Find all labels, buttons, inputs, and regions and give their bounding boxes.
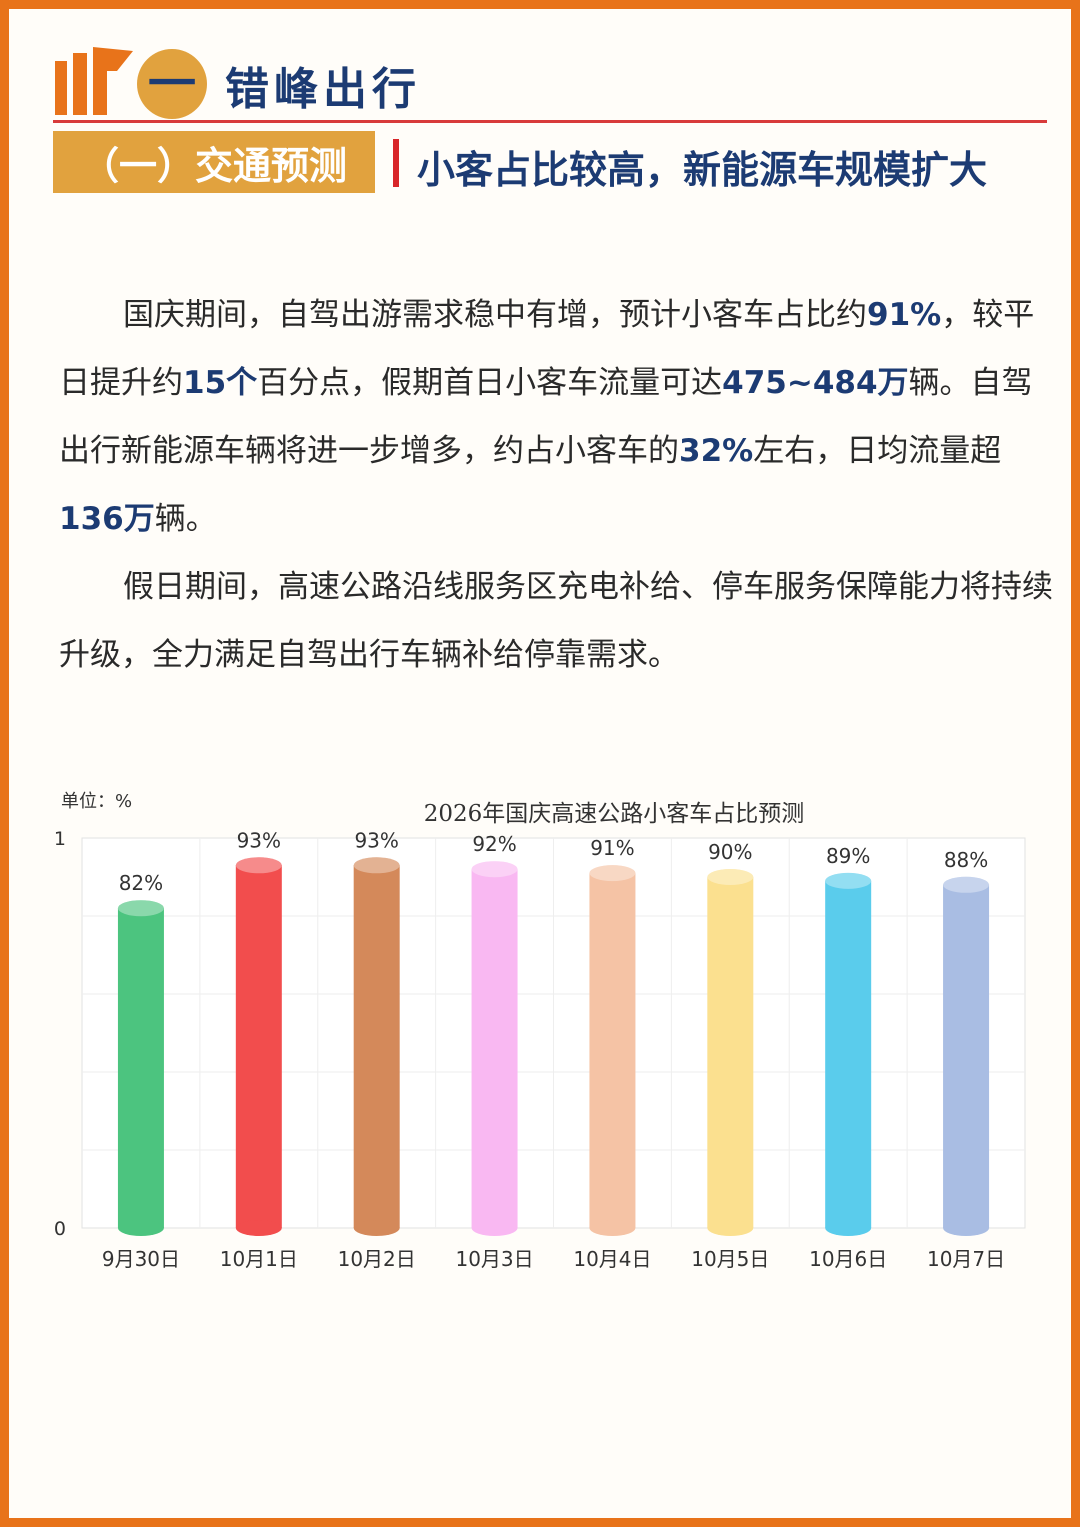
bar-cap [235, 857, 282, 874]
y-tick-label: 1 [54, 828, 66, 850]
highlight-ev-share: 32% [679, 433, 754, 469]
x-tick-label: 10月6日 [809, 1247, 887, 1271]
x-tick-label: 10月7日 [927, 1247, 1005, 1271]
text-run: 国庆期间，自驾出游需求稳中有增，预计小客车占比约 [123, 297, 867, 333]
section-number-badge: 一 [137, 49, 207, 119]
bar-cap [589, 865, 636, 882]
text-run: 辆。 [154, 501, 217, 537]
data-label: 82% [119, 871, 163, 895]
data-label: 93% [354, 828, 398, 852]
bar [943, 884, 990, 1228]
paragraph-2: 假日期间，高速公路沿线服务区充电补给、停车服务保障能力将持续升级，全力满足自驾出… [59, 553, 1059, 689]
bar-base [353, 1220, 400, 1236]
chart-title: 2026年国庆高速公路小客车占比预测 [423, 801, 805, 827]
x-tick-label: 10月1日 [220, 1247, 298, 1271]
paragraph-1: 国庆期间，自驾出游需求稳中有增，预计小客车占比约91%，较平日提升约15个百分点… [59, 281, 1059, 553]
data-label: 90% [708, 840, 752, 864]
bar [353, 865, 400, 1228]
text-run: 辆。自驾出行新能源车辆将进一步增多，约占小客车的 [59, 365, 1033, 469]
bar-cap-highlight [353, 857, 400, 874]
bar-base [471, 1220, 518, 1236]
bar [117, 908, 164, 1228]
data-label: 93% [237, 828, 281, 852]
x-tick-label: 10月3日 [455, 1247, 533, 1271]
bar-cap [353, 857, 400, 874]
bar-cap-highlight [943, 876, 990, 893]
bar [235, 865, 282, 1228]
bar [825, 880, 872, 1228]
data-label: 88% [944, 848, 988, 872]
text-run: ，较平日提升约 [59, 297, 1035, 401]
bar-cap-highlight [825, 872, 872, 889]
highlight-car-share: 91% [867, 297, 942, 333]
bar-base [825, 1220, 872, 1236]
text-run: 假日期间，高速公路沿线服务区充电补给、停车服务保障能力将持续升级，全力满足自驾出… [59, 569, 1053, 673]
data-label: 91% [590, 836, 634, 860]
text-run: 百分点，假期首日小客车流量可达 [257, 365, 723, 401]
chart-unit-label: 单位：% [61, 791, 133, 812]
bar [707, 877, 754, 1228]
body-text: 国庆期间，自驾出游需求稳中有增，预计小客车占比约91%，较平日提升约15个百分点… [59, 281, 1059, 689]
data-label: 89% [826, 844, 870, 868]
bar-cap [471, 861, 518, 878]
bar-cap [117, 900, 164, 917]
subsection-divider [393, 139, 399, 187]
bar-cap-highlight [589, 865, 636, 882]
bar-base [117, 1220, 164, 1236]
bar [471, 869, 518, 1228]
bar-base [707, 1220, 754, 1236]
bar [589, 873, 636, 1228]
data-label: 92% [472, 832, 516, 856]
section-title: 错峰出行 [225, 64, 421, 115]
bar-cap-highlight [707, 869, 754, 885]
x-tick-label: 10月2日 [338, 1247, 416, 1271]
subsection-title: 小客占比较高，新能源车规模扩大 [417, 148, 988, 192]
subsection-label: （一）交通预测 [53, 131, 375, 193]
y-tick-label: 0 [54, 1218, 66, 1240]
header-divider [53, 120, 1047, 123]
highlight-increase: 15个 [183, 365, 258, 401]
bar-cap-highlight [471, 861, 518, 878]
x-tick-label: 9月30日 [102, 1247, 180, 1271]
highlight-first-day-flow: 475~484万 [722, 365, 909, 401]
bar-cap-highlight [117, 900, 164, 917]
text-run: 左右，日均流量超 [753, 433, 1002, 469]
bar-cap [707, 869, 754, 885]
x-tick-label: 10月5日 [691, 1247, 769, 1271]
bar-base [235, 1220, 282, 1236]
bar-base [589, 1220, 636, 1236]
section-logo-icon [55, 47, 133, 115]
bar-cap [943, 876, 990, 893]
bar-cap [825, 872, 872, 889]
highlight-ev-flow: 136万 [59, 501, 155, 537]
x-tick-label: 10月4日 [573, 1247, 651, 1271]
bar-cap-highlight [235, 857, 282, 874]
bar-base [943, 1220, 990, 1236]
